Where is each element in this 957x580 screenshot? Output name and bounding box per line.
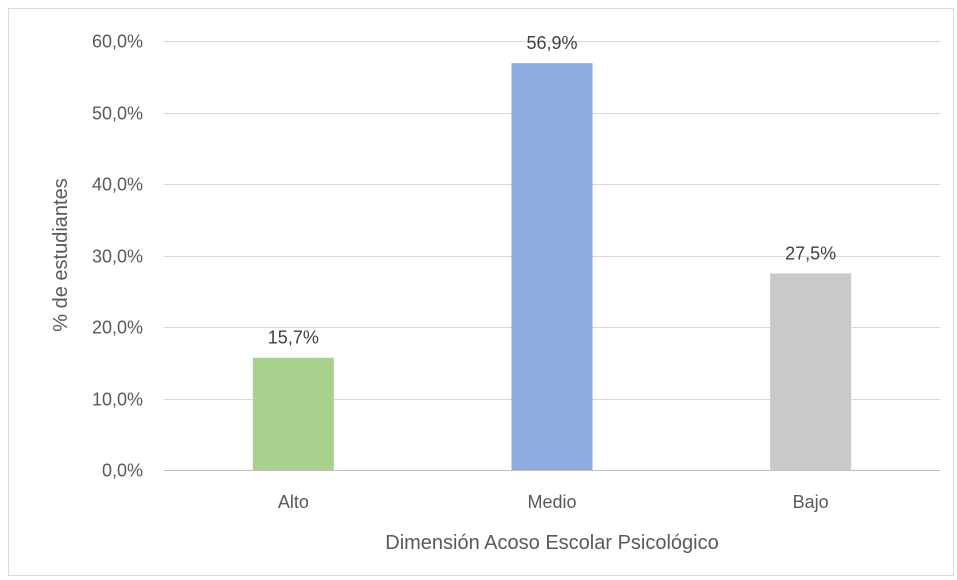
data-label-alto: 15,7% (268, 328, 319, 348)
x-axis-tick-labels: Alto Medio Bajo (278, 492, 829, 512)
y-tick-label: 40,0% (92, 175, 143, 195)
y-tick-label: 60,0% (92, 32, 143, 52)
y-axis-title: % de estudiantes (50, 178, 72, 331)
data-label-bajo: 27,5% (785, 243, 836, 263)
y-tick-label: 50,0% (92, 104, 143, 124)
x-tick-label-alto: Alto (278, 492, 309, 512)
bars (252, 63, 852, 470)
x-tick-label-medio: Medio (527, 492, 576, 512)
bar-bajo (770, 273, 852, 470)
y-axis-tick-labels: 0,0% 10,0% 20,0% 30,0% 40,0% 50,0% 60,0% (92, 32, 143, 481)
y-tick-label: 30,0% (92, 247, 143, 267)
bar-alto (252, 357, 334, 470)
y-tick-label: 0,0% (102, 461, 143, 481)
data-label-medio: 56,9% (526, 33, 577, 53)
y-tick-label: 20,0% (92, 318, 143, 338)
data-labels: 15,7% 56,9% 27,5% (268, 33, 836, 348)
x-tick-label-bajo: Bajo (793, 492, 829, 512)
x-axis-title: Dimensión Acoso Escolar Psicológico (385, 532, 719, 554)
y-tick-label: 10,0% (92, 390, 143, 410)
bar-medio (511, 63, 593, 470)
